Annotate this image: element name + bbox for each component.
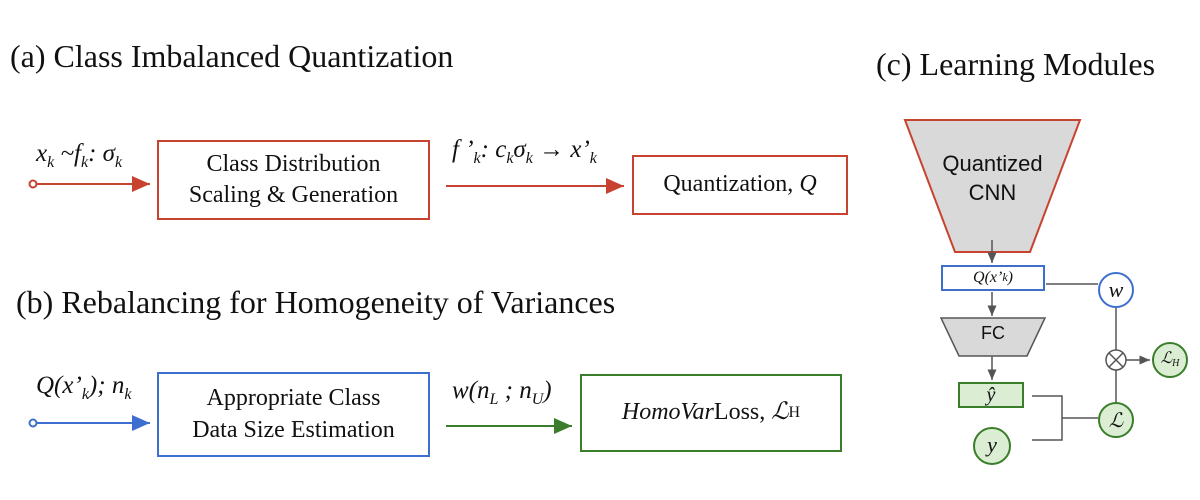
loss-symbol-sub: H xyxy=(788,403,801,421)
y-label: y xyxy=(987,432,997,457)
section-b-title: (b) Rebalancing for Homogeneity of Varia… xyxy=(16,284,616,320)
section-a-title: (a) Class Imbalanced Quantization xyxy=(10,38,454,74)
otimes-cross-2 xyxy=(1108,352,1124,368)
homovar-label: HomoVar xyxy=(621,399,714,426)
class-distribution-box: Class Distribution Scaling & Generation xyxy=(157,140,430,220)
loss-word: Loss, xyxy=(713,399,766,426)
input-b-port xyxy=(28,418,38,428)
fc-block xyxy=(939,317,1047,357)
w-label: w xyxy=(1108,277,1124,302)
section-c-title: (c) Learning Modules xyxy=(876,46,1156,82)
input-b-label: Q(x’k); nk xyxy=(36,372,132,403)
quantization-label: Quantization, xyxy=(663,171,794,198)
bracket-yhat-y xyxy=(1032,395,1063,441)
quantization-symbol: Q xyxy=(799,171,817,198)
weight-edge-label: w(nL ; nU) xyxy=(452,377,552,408)
class-distribution-line2: Scaling & Generation xyxy=(188,182,399,208)
quantized-cnn-label: Quantized CNN xyxy=(942,151,1043,205)
quantized-output-box: Q(x’ k) xyxy=(941,265,1045,291)
loss-node xyxy=(1098,402,1134,438)
yhat-box: ŷ xyxy=(958,382,1024,408)
input-a-port xyxy=(28,179,38,189)
w-node xyxy=(1098,272,1134,308)
quantization-box: Quantization, Q xyxy=(632,155,848,215)
data-size-line1: Appropriate Class xyxy=(206,385,381,412)
y-node xyxy=(973,427,1011,465)
quantized-cnn-block xyxy=(903,119,1082,253)
fc-label: FC xyxy=(981,323,1005,343)
class-distribution-line1: Class Distribution xyxy=(206,150,381,177)
data-size-estimation-box: Appropriate Class Data Size Estimation xyxy=(157,372,430,457)
data-size-line2: Data Size Estimation xyxy=(192,416,395,443)
loss-symbol: ℒ xyxy=(771,399,789,426)
scaling-edge-label: f ’k: ckσk → x’k xyxy=(452,136,597,167)
loss-label: ℒ xyxy=(1108,410,1124,432)
lossh-label: ℒH xyxy=(1160,350,1180,369)
lossh-node xyxy=(1152,342,1188,378)
input-a-label: xk ~fk: σk xyxy=(36,140,123,171)
